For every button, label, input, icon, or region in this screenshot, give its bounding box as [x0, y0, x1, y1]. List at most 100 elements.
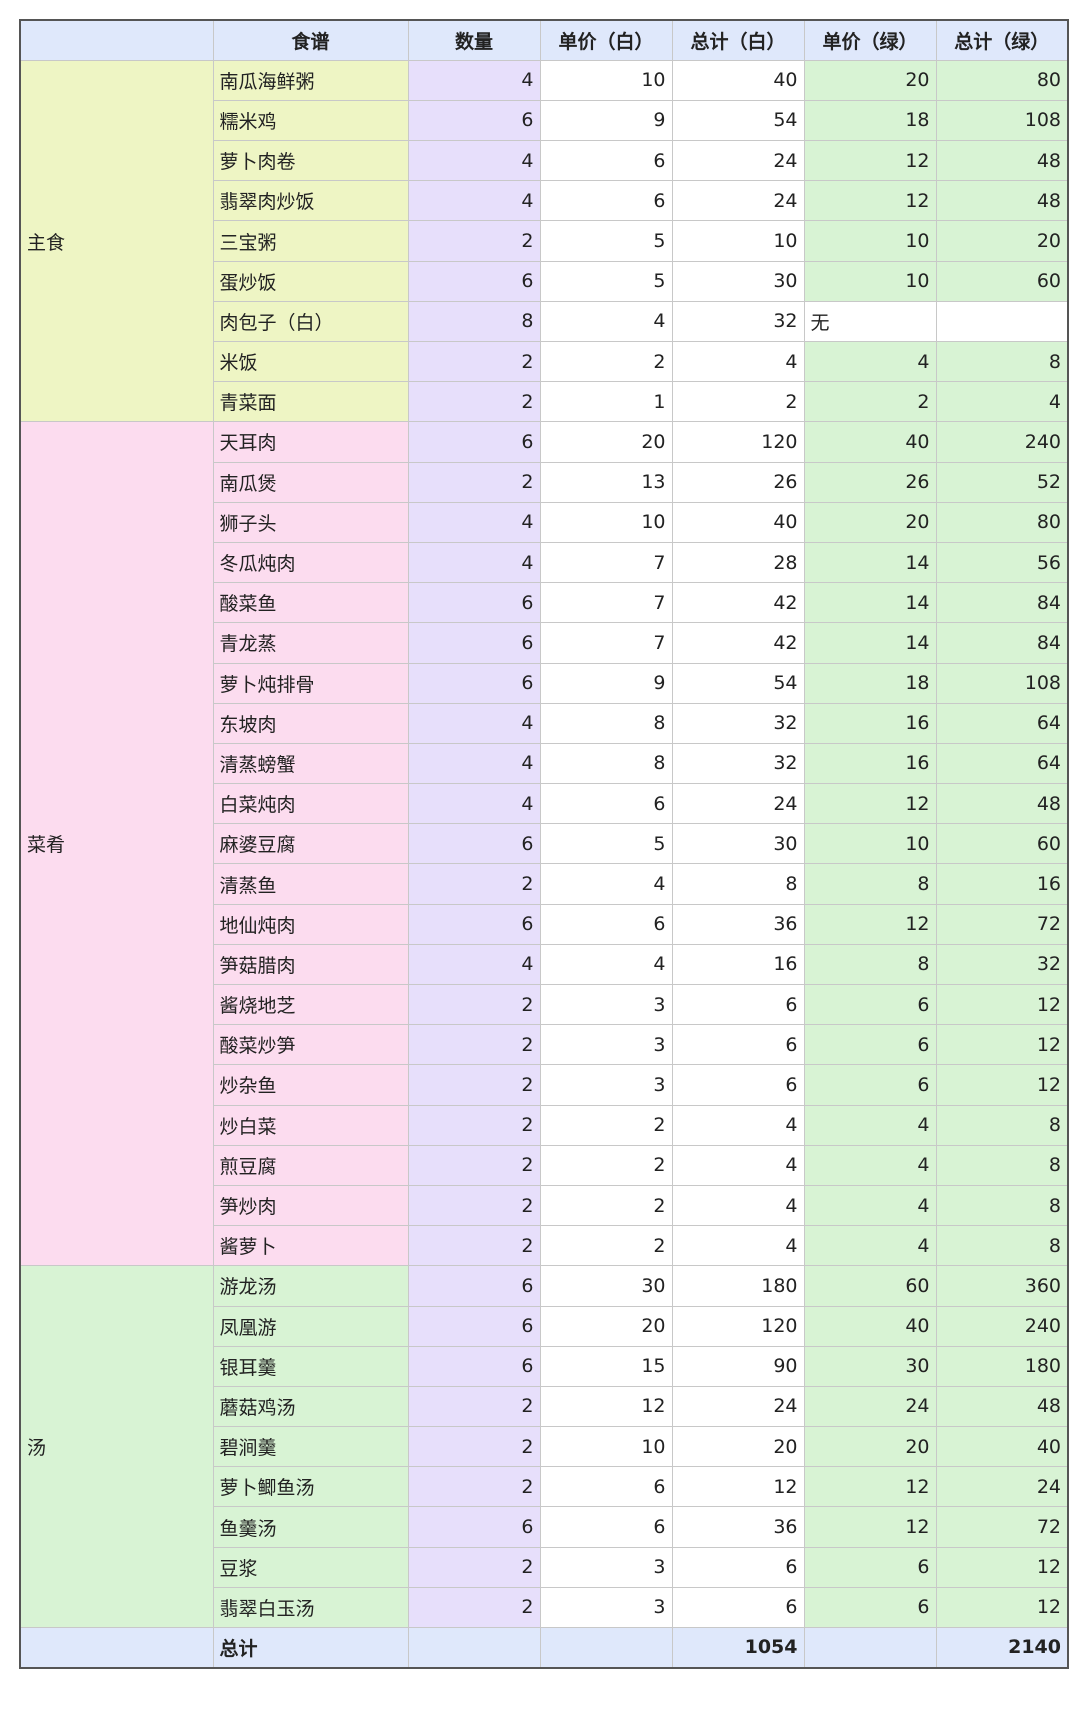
- total-white-cell: 4: [671, 1104, 805, 1146]
- total-white-cell: 6: [671, 1024, 805, 1066]
- table-row: 蘑菇鸡汤 2 12 24 24 48: [20, 1385, 1069, 1428]
- total-white-cell: 24: [671, 1385, 805, 1428]
- total-white-cell: 90: [671, 1345, 805, 1387]
- recipe-cell: 笋炒肉: [212, 1184, 409, 1227]
- total-row: 总计 1054 2140: [19, 1626, 1069, 1669]
- unit-price-green-cell: 6: [803, 1586, 937, 1629]
- unit-price-white-cell: 2: [539, 1225, 673, 1267]
- table-row: 清蒸鱼 2 4 8 8 16: [20, 863, 1069, 905]
- total-unit-price-white-cell: [539, 1626, 673, 1669]
- recipe-cell: 煎豆腐: [212, 1144, 409, 1186]
- recipe-cell: 银耳羹: [212, 1345, 409, 1387]
- unit-price-white-cell: 2: [539, 1184, 673, 1227]
- recipe-cell: 酱萝卜: [212, 1225, 409, 1267]
- unit-price-green-cell: 12: [803, 903, 937, 945]
- quantity-cell: 2: [407, 1586, 541, 1629]
- recipe-cell: 麻婆豆腐: [212, 823, 409, 865]
- total-green-cell: 8: [935, 1104, 1069, 1146]
- unit-price-green-cell: 14: [803, 582, 937, 624]
- total-green-cell: [935, 300, 1069, 343]
- unit-price-green-cell: 16: [803, 742, 937, 785]
- table-row: 碧涧羹 2 10 20 20 40: [20, 1426, 1069, 1468]
- total-white-cell: 6: [671, 1586, 805, 1629]
- quantity-cell: 6: [407, 99, 541, 142]
- unit-price-green-cell: 4: [803, 1184, 937, 1227]
- unit-price-white-cell: 7: [539, 582, 673, 624]
- recipe-cell: 清蒸螃蟹: [212, 742, 409, 785]
- total-white-cell: 2: [671, 381, 805, 423]
- unit-price-green-cell: 10: [803, 260, 937, 302]
- category-cell: 汤: [19, 1265, 214, 1628]
- unit-price-green-cell: 4: [803, 1144, 937, 1186]
- recipe-cell: 炒白菜: [212, 1104, 409, 1146]
- unit-price-green-cell: 24: [803, 1385, 937, 1428]
- quantity-cell: 2: [407, 1024, 541, 1066]
- recipe-cell: 青龙蒸: [212, 622, 409, 664]
- total-white-cell: 180: [671, 1265, 805, 1307]
- total-green-cell: 8: [935, 340, 1069, 383]
- total-white-cell: 24: [671, 140, 805, 182]
- table-row: 清蒸螃蟹 4 8 32 16 64: [20, 742, 1069, 785]
- quantity-cell: 2: [407, 1466, 541, 1508]
- unit-price-green-cell: 12: [803, 1466, 937, 1508]
- unit-price-green-cell: 10: [803, 823, 937, 865]
- quantity-cell: 8: [407, 300, 541, 343]
- unit-price-white-cell: 7: [539, 622, 673, 664]
- unit-price-white-cell: 5: [539, 260, 673, 302]
- header-quantity: 数量: [407, 19, 541, 61]
- quantity-cell: 6: [407, 421, 541, 463]
- unit-price-white-cell: 8: [539, 742, 673, 785]
- total-quantity-cell: [407, 1626, 541, 1669]
- total-green-cell: 56: [935, 541, 1069, 584]
- recipe-cell: 青菜面: [212, 381, 409, 423]
- recipe-cell: 狮子头: [212, 501, 409, 543]
- category-cell: 主食: [19, 59, 214, 423]
- table-row: 糯米鸡 6 9 54 18 108: [20, 99, 1069, 142]
- unit-price-white-cell: 4: [539, 943, 673, 986]
- total-white-cell: 12: [671, 1466, 805, 1508]
- unit-price-green-cell: 18: [803, 99, 937, 142]
- total-white-cell: 36: [671, 903, 805, 945]
- unit-price-green-cell: 4: [803, 340, 937, 383]
- quantity-cell: 4: [407, 783, 541, 825]
- recipe-cell: 南瓜煲: [212, 461, 409, 503]
- header-unit-price-green: 单价（绿）: [803, 19, 937, 61]
- table-row: 豆浆 2 3 6 6 12: [20, 1546, 1069, 1588]
- total-green-cell: 72: [935, 1506, 1069, 1548]
- table-row: 汤游龙汤 6 30 180 60 360: [19, 1265, 1069, 1628]
- unit-price-green-cell: 14: [803, 541, 937, 584]
- unit-price-white-cell: 6: [539, 1506, 673, 1548]
- recipe-cell: 三宝粥: [212, 220, 409, 262]
- total-green-cell: 48: [935, 180, 1069, 222]
- recipe-cell: 萝卜鲫鱼汤: [212, 1466, 409, 1508]
- total-white-cell: 40: [671, 59, 805, 101]
- unit-price-green-cell: 26: [803, 461, 937, 503]
- total-white-cell: 20: [671, 1426, 805, 1468]
- total-green-cell: 8: [935, 1144, 1069, 1186]
- header-row: 食谱 数量 单价（白） 总计（白） 单价（绿） 总计（绿）: [19, 19, 1069, 61]
- recipe-cell: 酸菜炒笋: [212, 1024, 409, 1066]
- header-category: [19, 19, 214, 61]
- total-green-cell: 12: [935, 1586, 1069, 1629]
- total-white-cell: 30: [671, 823, 805, 865]
- total-white-cell: 54: [671, 99, 805, 142]
- total-green-cell: 360: [935, 1265, 1069, 1307]
- header-unit-price-white: 单价（白）: [539, 19, 673, 61]
- total-unit-price-green-cell: [803, 1626, 937, 1669]
- total-white-cell: 4: [671, 1184, 805, 1227]
- quantity-cell: 6: [407, 1265, 541, 1307]
- total-green-cell: 12: [935, 983, 1069, 1026]
- unit-price-green-cell: 4: [803, 1225, 937, 1267]
- quantity-cell: 2: [407, 983, 541, 1026]
- unit-price-green-cell: 6: [803, 983, 937, 1026]
- table-row: 主食 南瓜海鲜粥 4 10 40 20 80: [19, 59, 1069, 423]
- header-total-green: 总计（绿）: [935, 19, 1069, 61]
- unit-price-white-cell: 5: [539, 823, 673, 865]
- quantity-cell: 2: [407, 1385, 541, 1428]
- total-white-cell: 4: [671, 1225, 805, 1267]
- quantity-cell: 6: [407, 662, 541, 704]
- unit-price-white-cell: 6: [539, 903, 673, 945]
- quantity-cell: 4: [407, 702, 541, 744]
- unit-price-green-cell: 12: [803, 1506, 937, 1548]
- total-white-cell: 16: [671, 943, 805, 986]
